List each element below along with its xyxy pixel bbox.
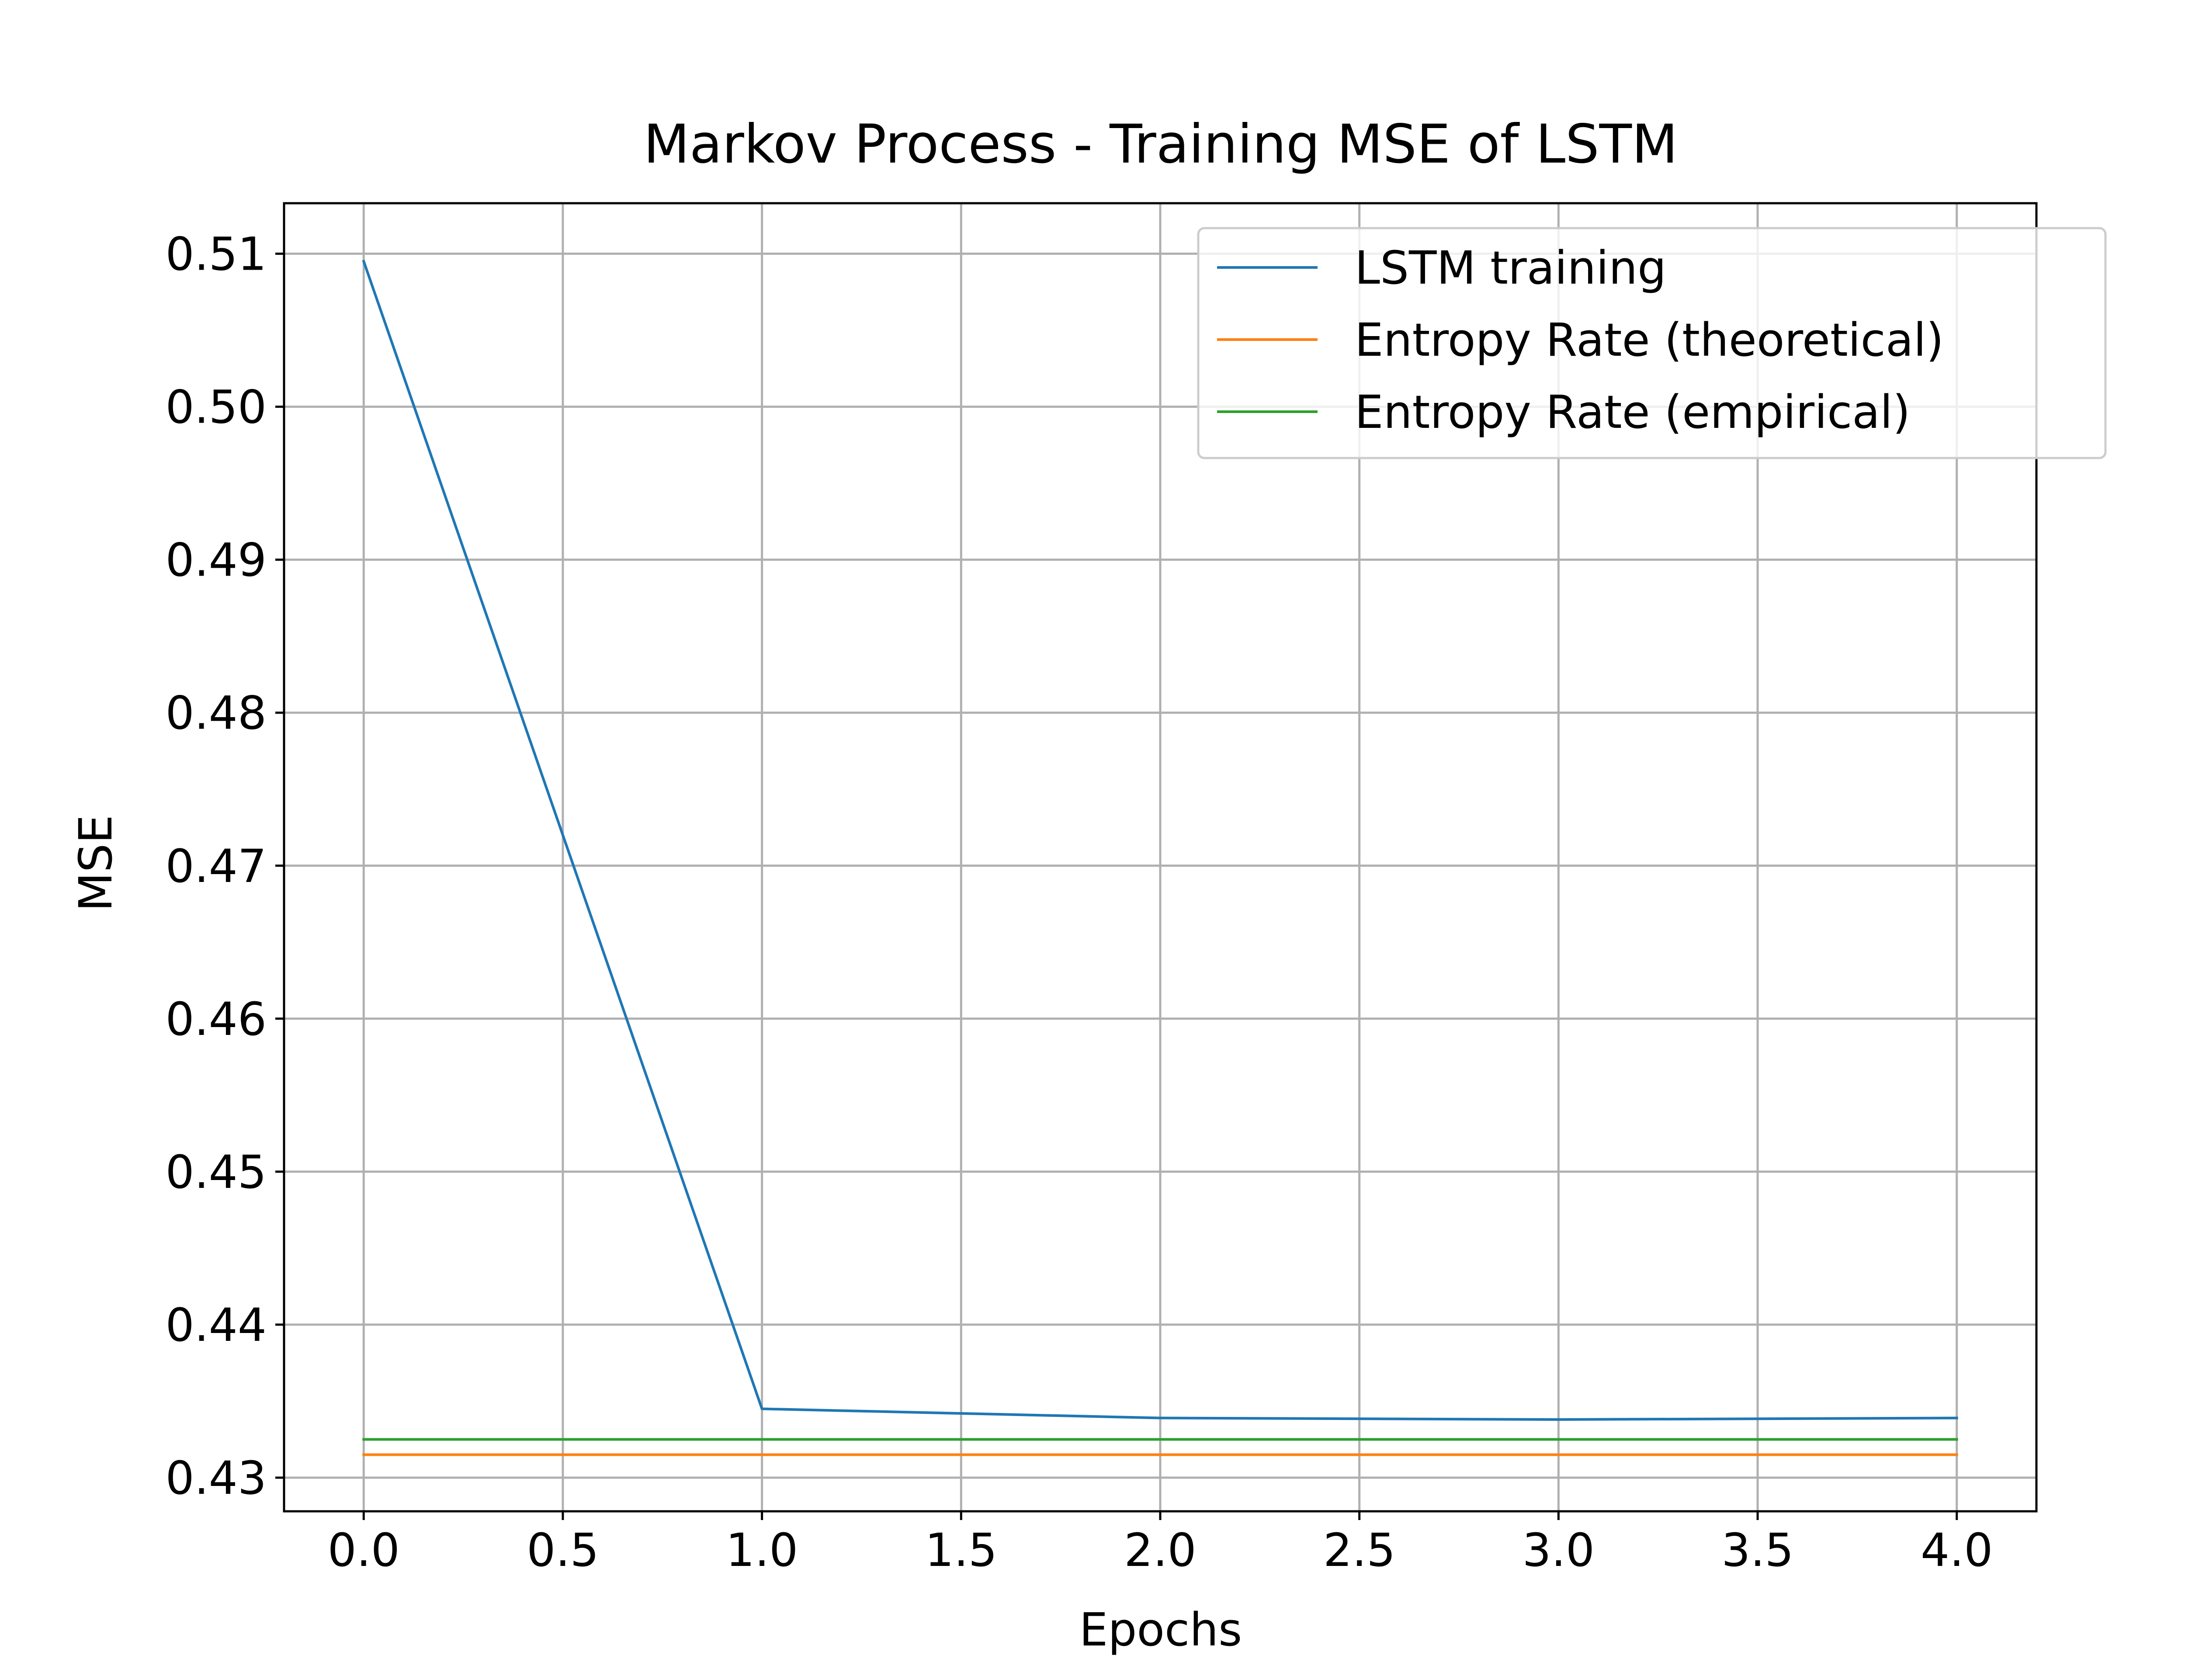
legend-item-entropy-theoretical: Entropy Rate (theoretical) (1217, 313, 1944, 367)
y-tick-label: 0.50 (165, 381, 267, 434)
legend: LSTM training Entropy Rate (theoretical) E… (1197, 227, 2107, 459)
x-tick-label: 4.0 (1921, 1524, 1993, 1577)
legend-box (1197, 227, 2107, 459)
y-tick-label: 0.48 (165, 687, 267, 740)
x-tick-label: 0.0 (328, 1524, 400, 1577)
y-tick-label: 0.43 (165, 1451, 267, 1505)
chart-title: Markov Process - Training MSE of LSTM (644, 113, 1678, 175)
x-tick-label: 2.0 (1124, 1524, 1196, 1577)
axis-ticks: 0.0 0.5 1.0 1.5 2.0 2.5 3.0 3.5 4.0 0.43 0.44 0.45 0… (165, 228, 1993, 1577)
legend-item-entropy-empirical: Entropy Rate (empirical) (1217, 385, 1910, 439)
x-tick-label: 0.5 (527, 1524, 599, 1577)
y-tick-label: 0.51 (165, 228, 267, 281)
y-tick-label: 0.49 (165, 534, 267, 587)
x-tick-label: 1.5 (925, 1524, 997, 1577)
y-tick-label: 0.46 (165, 993, 267, 1046)
legend-label: Entropy Rate (empirical) (1355, 385, 1910, 439)
x-tick-label: 3.0 (1523, 1524, 1595, 1577)
y-axis-label: MSE (69, 815, 122, 911)
x-axis-label: Epochs (1079, 1603, 1242, 1656)
x-tick-label: 3.5 (1721, 1524, 1793, 1577)
y-tick-label: 0.45 (165, 1145, 267, 1199)
lstm-training-line (362, 260, 1958, 1421)
x-tick-label: 1.0 (726, 1524, 798, 1577)
legend-label: LSTM training (1355, 241, 1666, 295)
y-tick-label: 0.44 (165, 1298, 267, 1352)
y-tick-label: 0.47 (165, 840, 267, 893)
legend-label: Entropy Rate (theoretical) (1355, 313, 1944, 367)
data-series (362, 260, 1958, 1456)
legend-item-lstm-training: LSTM training (1217, 241, 1666, 295)
x-tick-label: 2.5 (1323, 1524, 1395, 1577)
